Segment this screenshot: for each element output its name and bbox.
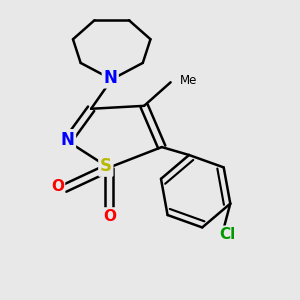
Text: O: O <box>104 209 117 224</box>
Text: Cl: Cl <box>219 227 236 242</box>
Text: N: N <box>61 131 74 149</box>
Text: O: O <box>51 179 64 194</box>
Text: N: N <box>103 69 117 87</box>
Text: S: S <box>100 157 112 175</box>
Text: Me: Me <box>179 74 197 87</box>
